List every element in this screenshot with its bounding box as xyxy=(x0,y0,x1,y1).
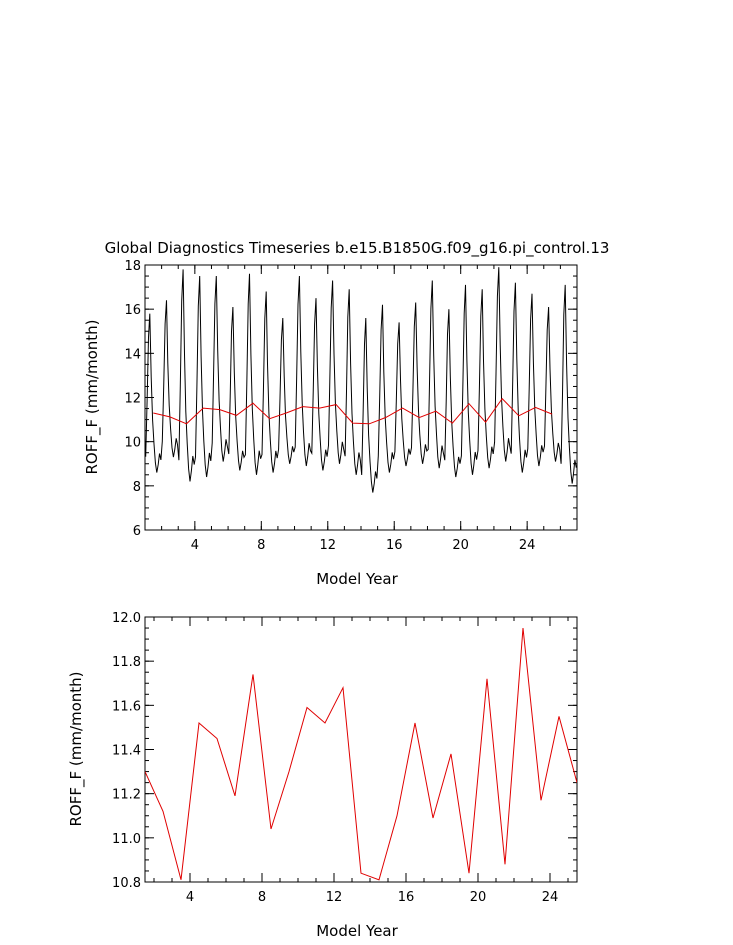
top-x-axis-label: Model Year xyxy=(316,570,398,588)
bottom-plot-frame xyxy=(144,616,578,883)
top-x-tick-label: 16 xyxy=(386,538,403,553)
top-y-axis-label: ROFF_F (mm/month) xyxy=(83,319,102,474)
bot-x-tick-label: 4 xyxy=(186,890,194,905)
bottom-y-axis-label: ROFF_F (mm/month) xyxy=(67,671,86,826)
bottom-y-axis: 10.8 11.0 11.2 11.4 11.6 11.8 12.0 xyxy=(112,611,577,891)
top-x-axis: 4 8 12 16 20 24 xyxy=(144,265,578,553)
bot-y-tick-label: 10.8 xyxy=(112,876,141,891)
panel-bottom-annual-mean: 4 8 12 16 20 24 10.811.011.211.411.611.812.0 … xyxy=(67,611,578,940)
bot-y-tick-label: 11.6 xyxy=(112,699,141,714)
bot-x-tick-label: 20 xyxy=(470,890,487,905)
top-series-group xyxy=(145,267,577,493)
top-y-tick-label: 12 xyxy=(124,392,141,407)
top-y-tick-label: 18 xyxy=(124,259,141,274)
top-y-tick-label: 10 xyxy=(124,436,141,451)
chart-title: Global Diagnostics Timeseries b.e15.B185… xyxy=(105,239,610,258)
bottom-x-axis: 4 8 12 16 20 24 xyxy=(153,617,569,905)
bottom-series-group xyxy=(145,627,577,881)
top-y-axis: 6 8 10 12 14 16 18 xyxy=(124,259,577,539)
top-series-0-line xyxy=(145,267,577,493)
bottom-x-axis-label: Model Year xyxy=(316,922,398,940)
bot-y-tick-label: 12.0 xyxy=(112,611,141,626)
bot-x-tick-label: 24 xyxy=(542,890,559,905)
top-x-tick-label: 12 xyxy=(319,538,336,553)
panel-top-timeseries: 4 8 12 16 20 24 6 8 10 12 14 16 18 Model Year ROFF_… xyxy=(83,259,578,588)
top-x-tick-label: 8 xyxy=(257,538,265,553)
top-y-tick-label: 8 xyxy=(133,480,141,495)
top-y-tick-label: 14 xyxy=(124,347,141,362)
bot-x-tick-label: 8 xyxy=(258,890,266,905)
bot-y-tick-label: 11.2 xyxy=(112,788,141,803)
bot-series-0-line xyxy=(145,627,577,881)
top-x-tick-label: 4 xyxy=(191,538,199,553)
bot-y-tick-label: 11.8 xyxy=(112,655,141,670)
bot-x-tick-label: 12 xyxy=(326,890,343,905)
bot-y-tick-label: 11.4 xyxy=(112,744,141,759)
bot-x-tick-label: 16 xyxy=(398,890,415,905)
top-x-tick-label: 24 xyxy=(519,538,536,553)
top-series-1-line xyxy=(153,397,553,425)
top-y-tick-label: 16 xyxy=(124,303,141,318)
top-y-tick-label: 6 xyxy=(133,524,141,539)
bot-y-tick-label: 11.0 xyxy=(112,832,141,847)
top-x-tick-label: 20 xyxy=(452,538,469,553)
